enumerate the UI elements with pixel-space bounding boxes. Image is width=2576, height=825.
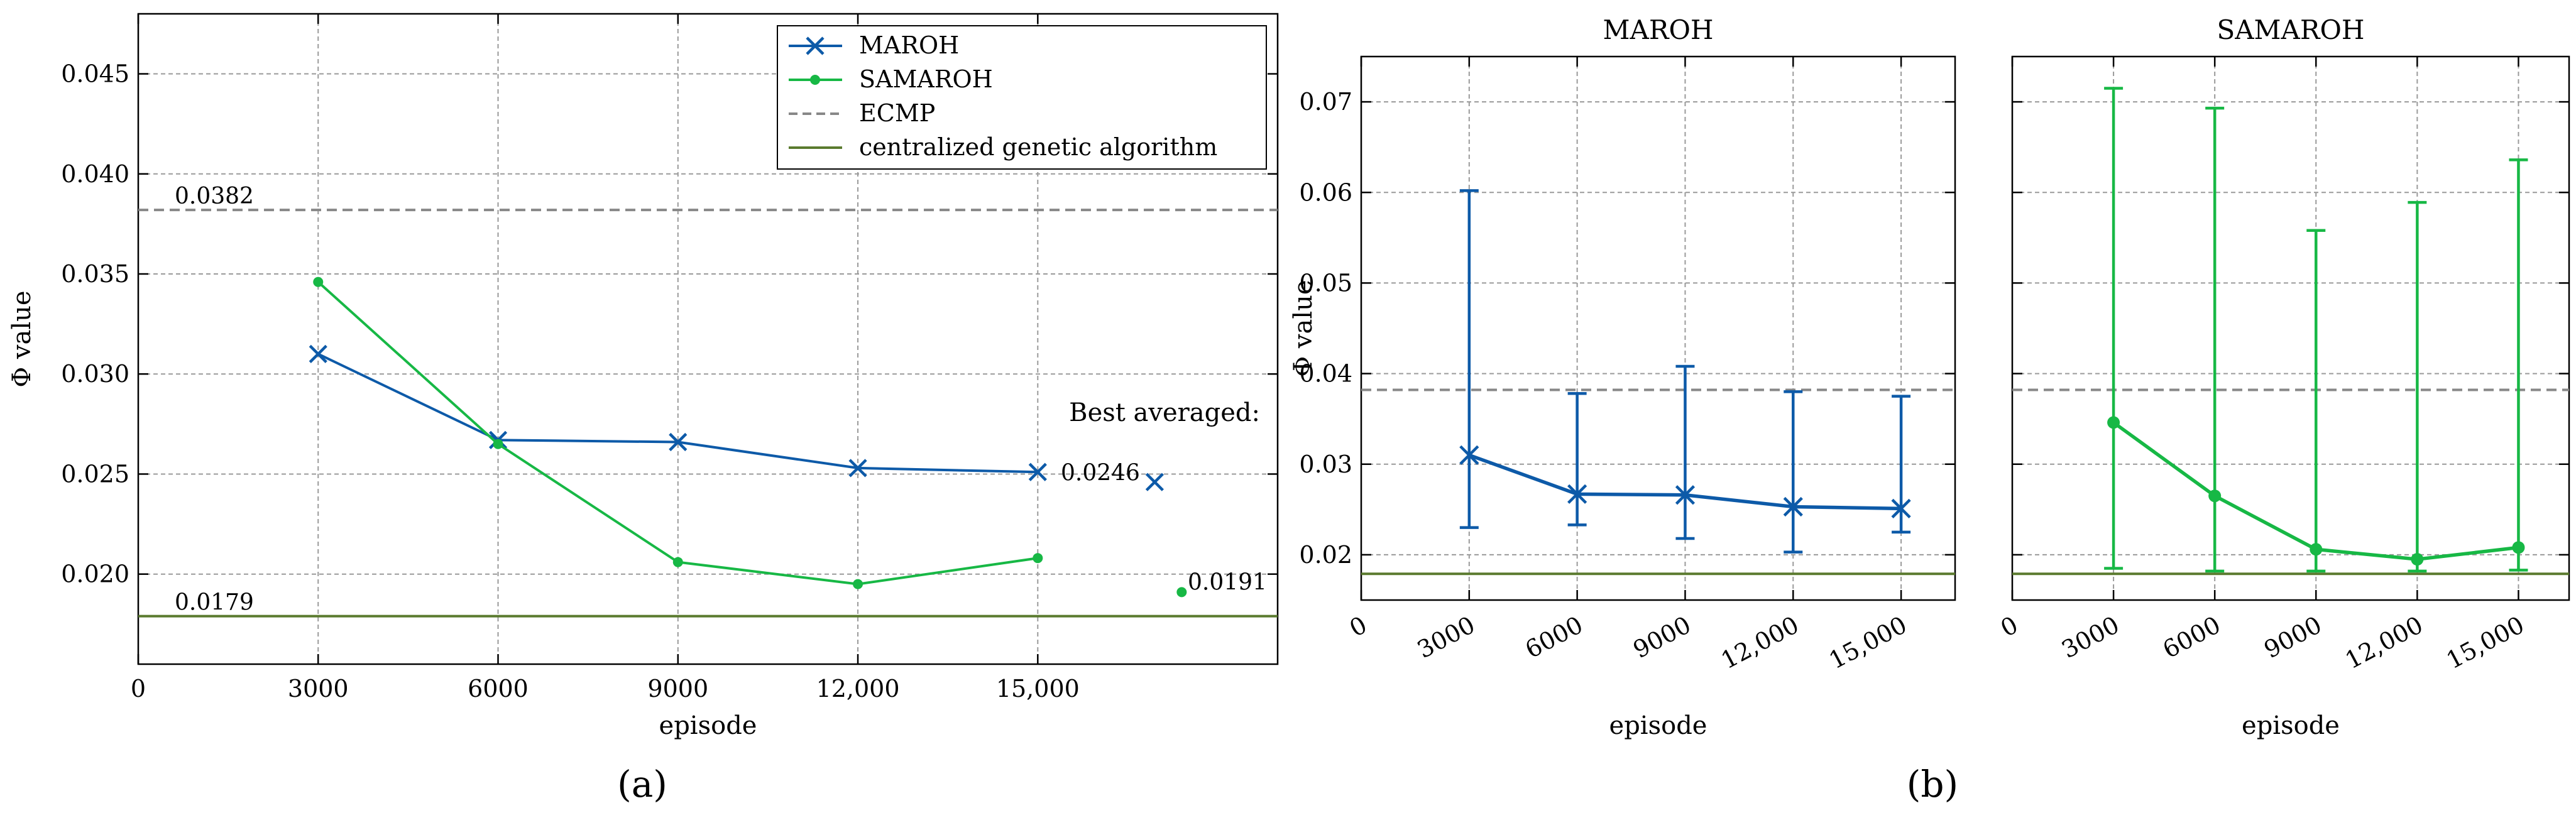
samaroh-point	[2107, 416, 2120, 429]
samaroh-point	[313, 276, 324, 287]
x-marker-stroke	[1459, 445, 1479, 465]
x-marker-stroke	[1783, 496, 1803, 517]
x-tick-label: 12,000	[816, 675, 900, 702]
legend-ecmp-label: ECMP	[859, 99, 935, 127]
y-tick-label: 0.04	[1299, 360, 1352, 388]
x-marker-stroke	[309, 344, 327, 363]
x-tick-label: 0	[1345, 611, 1371, 642]
y-axis-label: Φ value	[1289, 280, 1318, 376]
maroh-point	[1567, 484, 1587, 504]
x-tick-label: 3000	[288, 675, 349, 702]
x-tick-label: 15,000	[2442, 611, 2529, 674]
y-tick-label: 0.025	[61, 460, 129, 488]
x-tick-label: 3000	[1413, 611, 1479, 664]
samaroh-point	[853, 579, 863, 589]
y-tick-label: 0.045	[61, 60, 129, 88]
x-marker-stroke	[1567, 484, 1587, 504]
x-marker-stroke	[806, 36, 825, 55]
x-axis-label: episode	[1609, 711, 1707, 740]
best-maroh-label: 0.0246	[1061, 460, 1140, 486]
maroh-point	[1891, 498, 1911, 518]
best-maroh-point	[1145, 473, 1164, 491]
x-tick-label: 12,000	[1716, 611, 1803, 674]
maroh-point	[1675, 485, 1696, 505]
maroh-point	[669, 432, 688, 452]
samaroh-point	[2310, 543, 2323, 556]
maroh-point	[848, 459, 867, 478]
x-marker-stroke	[1145, 473, 1164, 491]
y-tick-label: 0.03	[1299, 451, 1352, 478]
legend: MAROH SAMAROH ECMP centralized genetic algo…	[777, 25, 1267, 170]
x-tick-label: 12,000	[2341, 611, 2428, 674]
best-samaroh-point	[1176, 587, 1187, 598]
x-axis-label: episode	[2242, 711, 2340, 740]
legend-maroh-marker	[806, 36, 825, 55]
legend-samaroh-marker	[810, 75, 820, 85]
x-marker-stroke	[848, 459, 867, 478]
samaroh-point	[2208, 489, 2222, 503]
maroh-point	[1783, 496, 1803, 517]
y-axis-label: Φ value	[8, 290, 36, 387]
y-tick-label: 0.035	[61, 260, 129, 288]
samaroh-point	[1033, 553, 1043, 564]
panel-title: SAMAROH	[2217, 14, 2364, 45]
samaroh-point	[2512, 541, 2525, 554]
plot-frame	[1360, 55, 1956, 601]
legend-box	[777, 25, 1267, 170]
y-tick-label: 0.040	[61, 160, 129, 188]
samaroh-point	[2411, 553, 2424, 566]
plot-frame	[2011, 55, 2570, 601]
plot-frame	[137, 13, 1279, 665]
x-tick-label: 15,000	[1824, 611, 1911, 674]
y-tick-label: 0.020	[61, 560, 129, 588]
best-samaroh-label: 0.0191	[1188, 569, 1267, 595]
y-tick-label: 0.030	[61, 360, 129, 388]
y-tick-label: 0.06	[1299, 178, 1352, 206]
legend-maroh-label: MAROH	[859, 31, 959, 59]
panel-0: 0 3000 6000 9000 12,000 15,000 0.020 0.025 0.030…	[8, 13, 1279, 740]
samaroh-point	[493, 439, 503, 449]
y-tick-label: 0.05	[1299, 269, 1352, 297]
x-tick-label: 3000	[2057, 611, 2124, 664]
x-marker-stroke	[1891, 498, 1911, 518]
legend-cga-label: centralized genetic algorithm	[859, 133, 1217, 161]
panel-a-caption: (a)	[617, 763, 667, 806]
panel-title: MAROH	[1603, 14, 1713, 45]
x-tick-label: 9000	[647, 675, 708, 702]
maroh-point	[309, 344, 327, 363]
x-marker-stroke	[1675, 485, 1696, 505]
x-tick-label: 9000	[2259, 611, 2326, 664]
panel-2: 0 3000 6000 9000 12,000 15,000 episode SAMAROH	[1996, 14, 2570, 740]
panel-b-caption: (b)	[1907, 763, 1958, 806]
best-averaged-title: Best averaged:	[1069, 398, 1260, 427]
x-tick-label: 6000	[1521, 611, 1587, 664]
ecmp-value-label: 0.0382	[175, 183, 254, 209]
y-tick-label: 0.02	[1299, 541, 1352, 569]
x-axis-label: episode	[659, 711, 757, 740]
x-tick-label: 0	[131, 675, 146, 702]
x-marker-stroke	[1028, 462, 1047, 481]
legend-samaroh-label: SAMAROH	[859, 65, 993, 93]
x-tick-label: 0	[1996, 611, 2022, 642]
maroh-point	[1028, 462, 1047, 481]
maroh-point	[1459, 445, 1479, 465]
x-tick-label: 6000	[2158, 611, 2225, 664]
x-tick-label: 9000	[1629, 611, 1696, 664]
panel-1: 0 3000 6000 9000 12,000 15,000 0.02 0.03 0.04 0.0…	[1289, 14, 1956, 740]
samaroh-point	[672, 557, 683, 567]
x-marker-stroke	[669, 432, 688, 452]
x-tick-label: 15,000	[996, 675, 1080, 702]
cga-value-label: 0.0179	[175, 590, 254, 616]
x-tick-label: 6000	[468, 675, 529, 702]
y-tick-label: 0.07	[1299, 88, 1352, 116]
